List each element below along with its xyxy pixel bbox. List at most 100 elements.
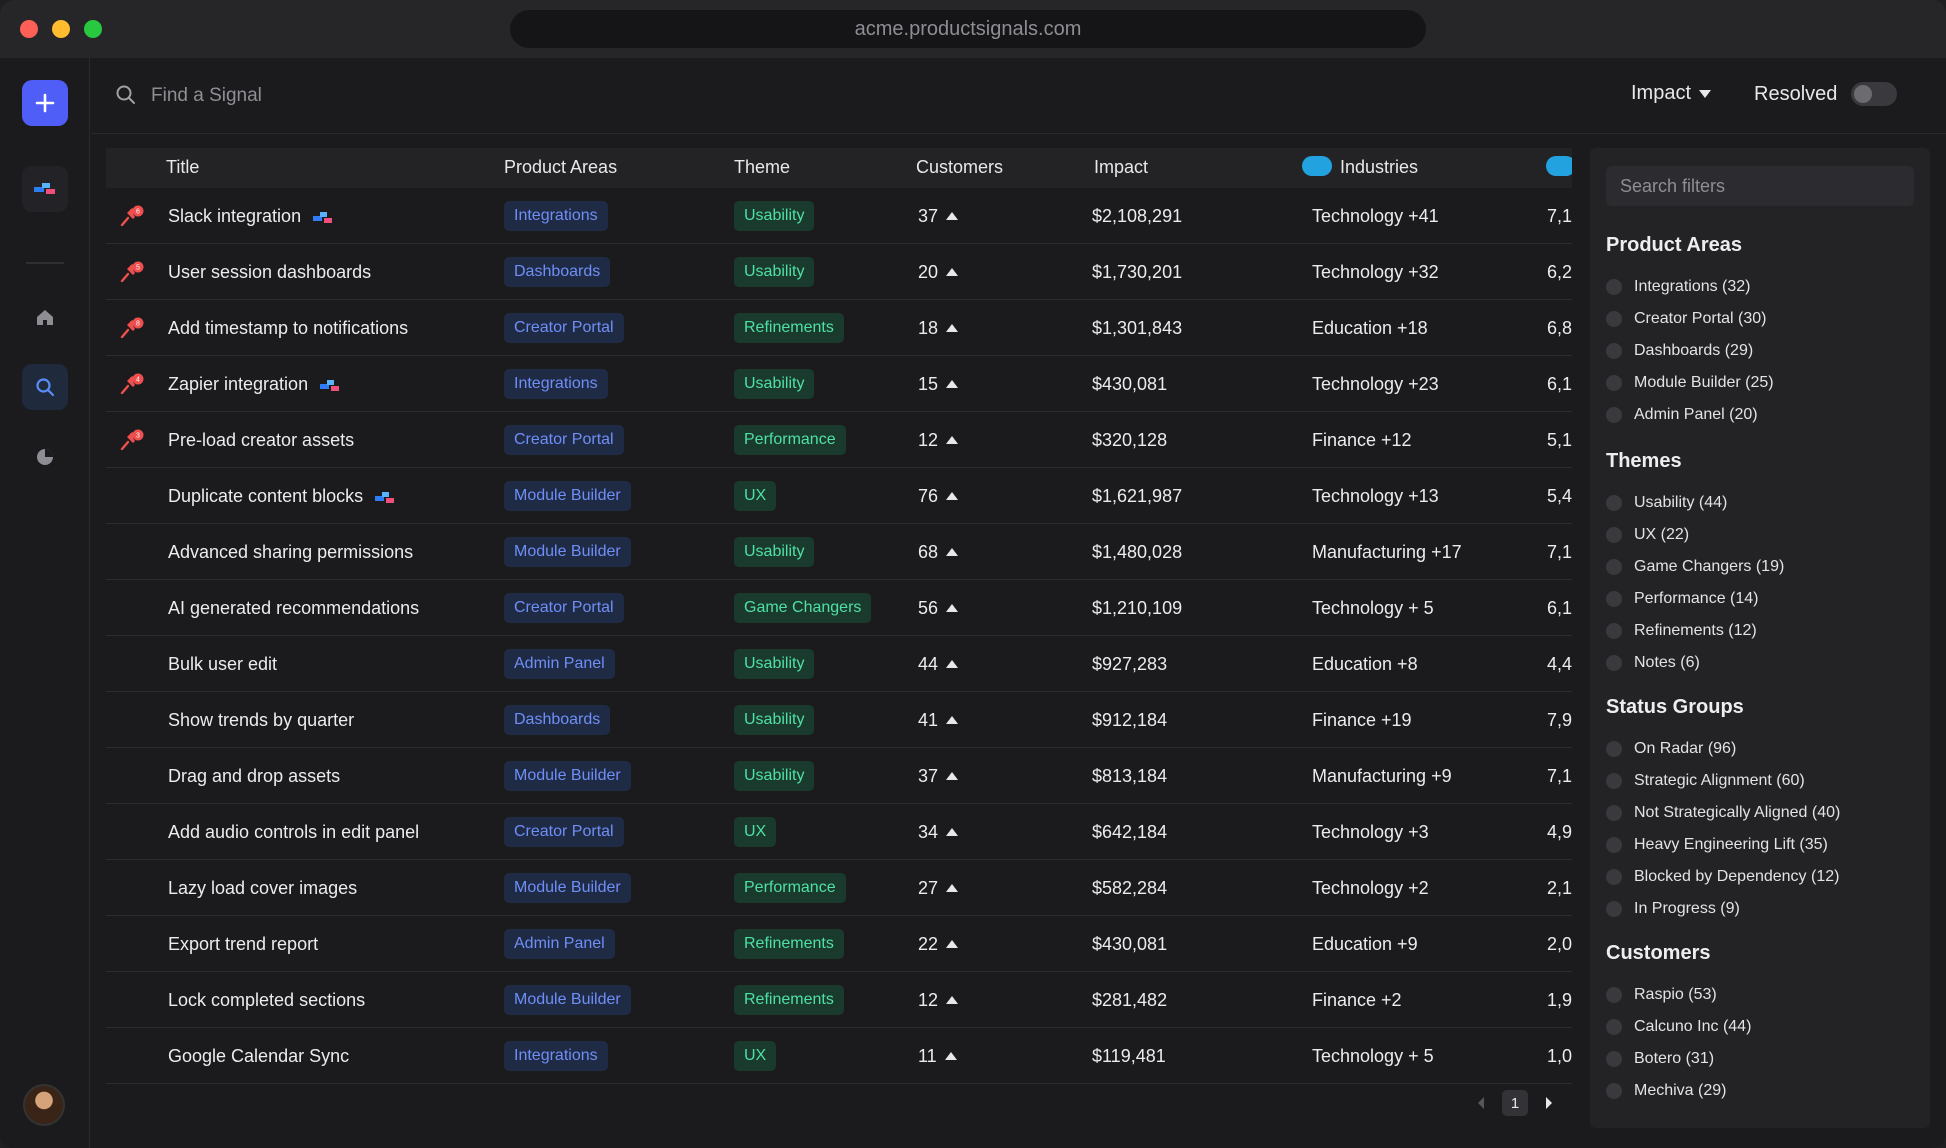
theme-tag[interactable]: UX (734, 817, 777, 847)
table-row[interactable]: AI generated recommendations Creator Port… (106, 580, 1572, 636)
filter-radio[interactable] (1606, 1083, 1622, 1099)
theme-tag[interactable]: Performance (734, 425, 846, 455)
table-row[interactable]: 8 Add timestamp to notifications Creator P… (106, 300, 1572, 356)
signal-title-cell[interactable]: Export trend report (168, 916, 318, 972)
product-area-tag[interactable]: Integrations (504, 201, 608, 231)
signal-title-cell[interactable]: Lazy load cover images (168, 860, 357, 916)
search-nav-button[interactable] (22, 364, 68, 410)
sort-dropdown[interactable]: Impact (1631, 82, 1712, 105)
filter-option[interactable]: Blocked by Dependency (12) (1606, 861, 1840, 893)
signal-title-cell[interactable]: Show trends by quarter (168, 692, 354, 748)
add-signal-button[interactable] (22, 80, 68, 126)
product-area-tag[interactable]: Integrations (504, 1041, 608, 1071)
filter-option[interactable]: UX (22) (1606, 519, 1784, 551)
theme-tag[interactable]: Refinements (734, 929, 844, 959)
user-avatar[interactable] (23, 1084, 65, 1126)
insights-nav-button[interactable] (22, 434, 68, 480)
pin-icon[interactable]: 3 (118, 429, 144, 453)
theme-tag[interactable]: Usability (734, 369, 815, 399)
theme-tag[interactable]: Usability (734, 201, 815, 231)
filter-radio[interactable] (1606, 375, 1622, 391)
table-row[interactable]: Lock completed sections Module Builder Ref… (106, 972, 1572, 1028)
filter-option[interactable]: Dashboards (29) (1606, 335, 1774, 367)
close-window-button[interactable] (20, 20, 38, 38)
theme-tag[interactable]: Refinements (734, 313, 844, 343)
theme-tag[interactable]: Usability (734, 761, 815, 791)
signal-title-cell[interactable]: Drag and drop assets (168, 748, 340, 804)
resolved-toggle[interactable] (1851, 82, 1898, 106)
pin-icon[interactable]: 5 (118, 261, 144, 285)
table-row[interactable]: Add audio controls in edit panel Creator … (106, 804, 1572, 860)
filter-option[interactable]: Calcuno Inc (44) (1606, 1011, 1751, 1043)
signal-search-input[interactable] (151, 78, 551, 114)
filter-radio[interactable] (1606, 623, 1622, 639)
filter-radio[interactable] (1606, 1019, 1622, 1035)
theme-tag[interactable]: Usability (734, 537, 815, 567)
filter-radio[interactable] (1606, 559, 1622, 575)
product-area-tag[interactable]: Creator Portal (504, 593, 624, 623)
theme-tag[interactable]: Usability (734, 649, 815, 679)
filter-search-input[interactable] (1606, 166, 1914, 206)
product-area-tag[interactable]: Admin Panel (504, 929, 615, 959)
filter-option[interactable]: On Radar (96) (1606, 733, 1840, 765)
theme-tag[interactable]: Game Changers (734, 593, 872, 623)
filter-option[interactable]: Game Changers (19) (1606, 551, 1784, 583)
column-header-theme[interactable]: Theme (734, 157, 791, 177)
product-area-tag[interactable]: Admin Panel (504, 649, 615, 679)
signal-title-cell[interactable]: Slack integration (168, 188, 333, 244)
minimize-window-button[interactable] (52, 20, 70, 38)
signal-title-cell[interactable]: Duplicate content blocks (168, 468, 395, 524)
filter-option[interactable]: Mechiva (29) (1606, 1075, 1751, 1107)
jira-app-button[interactable] (22, 166, 68, 212)
filter-radio[interactable] (1606, 527, 1622, 543)
signal-title-cell[interactable]: Add timestamp to notifications (168, 300, 408, 356)
product-area-tag[interactable]: Integrations (504, 369, 608, 399)
table-row[interactable]: Show trends by quarter Dashboards Usabilit… (106, 692, 1572, 748)
signal-title-cell[interactable]: Advanced sharing permissions (168, 524, 413, 580)
filter-option[interactable]: Raspio (53) (1606, 979, 1751, 1011)
filter-radio[interactable] (1606, 591, 1622, 607)
column-header-product-areas[interactable]: Product Areas (504, 157, 618, 177)
filter-radio[interactable] (1606, 773, 1622, 789)
product-area-tag[interactable]: Creator Portal (504, 817, 624, 847)
product-area-tag[interactable]: Module Builder (504, 761, 631, 791)
filter-option[interactable]: Performance (14) (1606, 583, 1784, 615)
column-header-industries[interactable]: Industries (1302, 156, 1418, 178)
filter-radio[interactable] (1606, 869, 1622, 885)
filter-option[interactable]: Heavy Engineering Lift (35) (1606, 829, 1840, 861)
table-row[interactable]: Export trend report Admin Panel Refinement… (106, 916, 1572, 972)
filter-option[interactable]: Botero (31) (1606, 1043, 1751, 1075)
product-area-tag[interactable]: Module Builder (504, 481, 631, 511)
filter-radio[interactable] (1606, 837, 1622, 853)
filter-option[interactable]: Notes (6) (1606, 647, 1784, 679)
pin-icon[interactable]: 4 (118, 373, 144, 397)
filter-radio[interactable] (1606, 987, 1622, 1003)
filter-radio[interactable] (1606, 343, 1622, 359)
product-area-tag[interactable]: Creator Portal (504, 425, 624, 455)
product-area-tag[interactable]: Module Builder (504, 985, 631, 1015)
filter-radio[interactable] (1606, 655, 1622, 671)
filter-option[interactable]: Refinements (12) (1606, 615, 1784, 647)
pin-icon[interactable]: 8 (118, 317, 144, 341)
table-row[interactable]: 4 Zapier integration Integrations Usability… (106, 356, 1572, 412)
product-area-tag[interactable]: Dashboards (504, 257, 611, 287)
filter-option[interactable]: Not Strategically Aligned (40) (1606, 797, 1840, 829)
pin-icon[interactable]: 6 (118, 205, 144, 229)
filter-radio[interactable] (1606, 901, 1622, 917)
column-header-extra[interactable] (1546, 156, 1572, 178)
theme-tag[interactable]: Usability (734, 705, 815, 735)
table-row[interactable]: 5 User session dashboards Dashboards Usabil… (106, 244, 1572, 300)
filter-radio[interactable] (1606, 495, 1622, 511)
filter-radio[interactable] (1606, 1051, 1622, 1067)
filter-option[interactable]: Usability (44) (1606, 487, 1784, 519)
table-row[interactable]: Duplicate content blocks Module Builder UX… (106, 468, 1572, 524)
page-number-button[interactable]: 1 (1502, 1090, 1528, 1116)
filter-option[interactable]: Strategic Alignment (60) (1606, 765, 1840, 797)
filter-radio[interactable] (1606, 279, 1622, 295)
filter-radio[interactable] (1606, 805, 1622, 821)
signal-title-cell[interactable]: Zapier integration (168, 356, 340, 412)
signal-title-cell[interactable]: Google Calendar Sync (168, 1028, 349, 1084)
filter-radio[interactable] (1606, 741, 1622, 757)
table-row[interactable]: Google Calendar Sync Integrations UX 11 $119… (106, 1028, 1572, 1084)
signal-title-cell[interactable]: Add audio controls in edit panel (168, 804, 419, 860)
